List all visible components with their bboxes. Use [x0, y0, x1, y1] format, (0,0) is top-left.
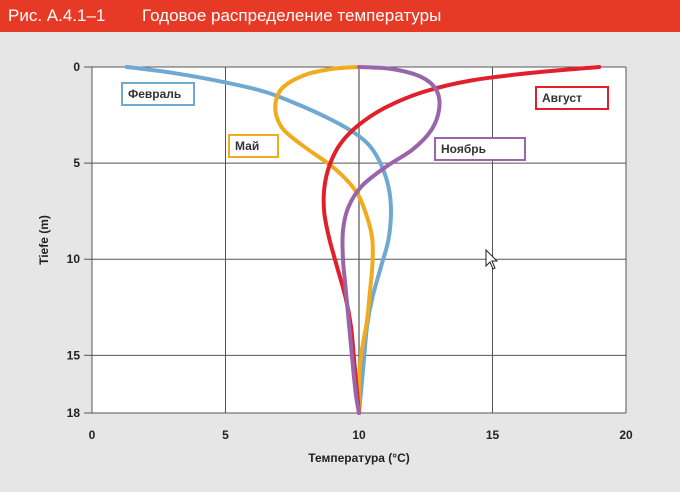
figure-header: Рис. А.4.1–1 Годовое распределение темпе…: [0, 0, 680, 32]
series-name: Май: [235, 139, 259, 153]
y-tick-label: 10: [67, 252, 81, 266]
label-box: [535, 86, 609, 110]
x-tick-label: 15: [486, 428, 500, 442]
y-tick-label: 18: [67, 406, 81, 420]
may-line: [273, 65, 375, 415]
x-tick-label: 0: [89, 428, 96, 442]
x-axis-label: Температура (°C): [308, 451, 410, 465]
x-tick-label: 10: [352, 428, 366, 442]
label-february: Февраль: [121, 82, 195, 106]
x-tick-label: 20: [619, 428, 633, 442]
label-box: [121, 82, 195, 106]
label-august: Август: [535, 86, 609, 110]
series-labels: Февраль Май Август Ноябрь: [121, 82, 609, 161]
series-name: Ноябрь: [441, 142, 486, 156]
series-name: Август: [542, 91, 582, 105]
tick-labels: 0 5 10 15 20 0 5 10 15 18: [67, 60, 633, 442]
figure-title: Годовое распределение температуры: [142, 6, 442, 25]
y-tick-label: 5: [73, 156, 80, 170]
label-may: Май: [228, 134, 279, 158]
y-axis-label: Tiefe (m): [37, 215, 51, 265]
label-box: [228, 134, 279, 158]
mouse-cursor-icon: [485, 248, 499, 270]
label-november: Ноябрь: [434, 137, 526, 161]
y-tick-label: 15: [67, 348, 81, 362]
november-line: [340, 65, 442, 415]
label-box: [434, 137, 526, 161]
x-tick-label: 5: [222, 428, 229, 442]
series-lines: [124, 65, 602, 415]
series-name: Февраль: [128, 87, 181, 101]
figure-number: Рис. А.4.1–1: [8, 6, 106, 25]
y-tick-label: 0: [73, 60, 80, 74]
